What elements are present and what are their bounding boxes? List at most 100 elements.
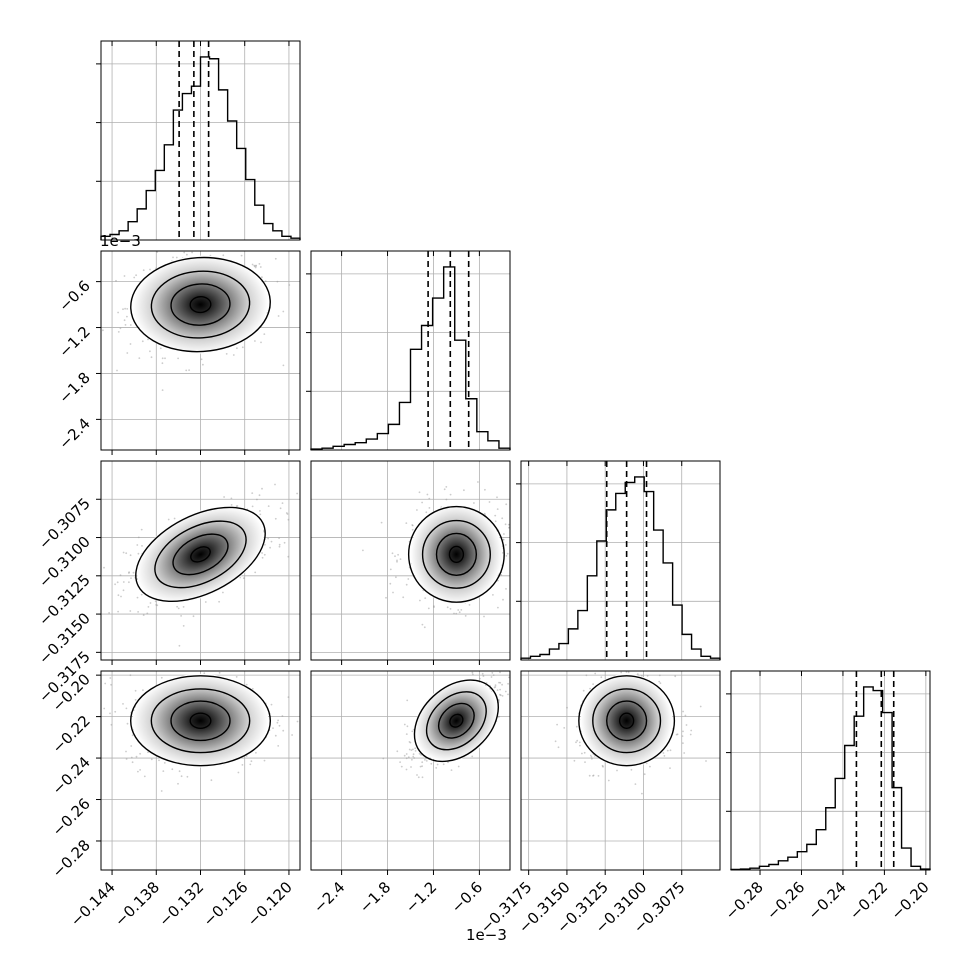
scatter-point (669, 749, 672, 752)
scatter-point (501, 517, 504, 520)
contour-core (190, 546, 211, 563)
scatter-point (681, 735, 684, 737)
scatter-point (421, 623, 424, 626)
scatter-point (185, 369, 188, 372)
scatter-point (468, 604, 471, 606)
scatter-point (116, 369, 118, 372)
scatter-point (235, 676, 238, 678)
scatter-panel-r2c1 (100, 250, 301, 451)
scatter-point (496, 496, 498, 499)
scatter-point (270, 540, 273, 543)
scatter-point (126, 315, 128, 318)
scatter-point (146, 612, 149, 615)
panel-frame (520, 670, 721, 871)
scatter-point (129, 554, 132, 557)
scatter-point (382, 757, 385, 760)
scatter-point (494, 514, 497, 517)
scatter-point (261, 556, 264, 559)
panel-frame (310, 250, 511, 451)
scatter-point (177, 357, 180, 360)
scatter-point (124, 307, 126, 310)
scatter-point (399, 558, 402, 560)
scatter-point (424, 759, 426, 761)
scatter-point (400, 765, 403, 768)
scatter-point (464, 615, 467, 617)
contour-core (448, 545, 465, 564)
diag-panel-1 (96, 40, 301, 241)
scatter-point (482, 675, 485, 677)
scatter-point (210, 779, 213, 782)
scatter-point (129, 674, 132, 677)
scatter-point (137, 536, 140, 539)
scatter-point (380, 521, 383, 524)
scatter-point (581, 752, 583, 755)
scatter-point (278, 543, 281, 546)
scatter-point (140, 528, 143, 531)
scatter-point (109, 677, 112, 679)
scatter-point (501, 683, 503, 686)
scatter-point (412, 748, 414, 751)
scatter-point (483, 512, 486, 515)
x-tick-label: −0.144 (67, 878, 119, 930)
scatter-point (155, 604, 158, 606)
scatter-point (134, 699, 137, 701)
scatter-point (225, 353, 228, 355)
scatter-point (117, 610, 119, 613)
x-tick-label: −0.28 (722, 878, 767, 923)
scatter-point (177, 607, 180, 610)
scatter-point (140, 593, 143, 596)
scatter-point (175, 256, 178, 259)
scatter-point (405, 757, 408, 760)
scatter-point (504, 690, 507, 693)
scatter-point (129, 324, 132, 326)
scatter-point (180, 775, 183, 778)
contour-inner (172, 533, 229, 576)
scatter-point (666, 749, 669, 752)
scatter-point (507, 682, 509, 685)
scatter-point (676, 733, 679, 736)
scatter-point (218, 671, 221, 674)
scatter-point (191, 251, 194, 254)
scatter-point (494, 520, 497, 523)
scatter-point (423, 626, 426, 629)
scatter-point (132, 571, 135, 574)
scatter-point (141, 545, 143, 547)
scatter-point (253, 264, 256, 267)
scatter-point (499, 671, 501, 674)
scatter-point (162, 770, 165, 772)
scatter-point (129, 610, 132, 612)
scatter-point (131, 734, 134, 737)
scatter-point (634, 783, 637, 785)
scatter-point (203, 672, 206, 675)
scatter-point (177, 782, 179, 785)
scatter-point (584, 761, 586, 763)
scatter-point (674, 675, 677, 678)
scatter-panel-r4c1 (100, 670, 301, 871)
contour-inner (435, 532, 478, 576)
scatter-point (172, 256, 174, 259)
scatter-point (663, 755, 666, 757)
scatter-point (200, 358, 203, 361)
scatter-point (607, 779, 610, 782)
scatter-point (473, 502, 475, 504)
scatter-point (410, 749, 413, 751)
scatter-point (410, 766, 412, 768)
scatter-point (114, 583, 116, 586)
scatter-point (232, 354, 235, 356)
scatter-point (104, 682, 107, 685)
scatter-point (588, 774, 591, 777)
scatter-point (222, 591, 224, 594)
scatter-point (223, 496, 226, 498)
contour-core (189, 712, 212, 729)
scatter-point (705, 760, 707, 762)
scatter-point (131, 761, 134, 764)
scatter-point (362, 549, 364, 552)
scatter-point (129, 343, 132, 345)
scatter-point (274, 734, 277, 737)
scatter-point (296, 492, 298, 495)
contour-inner (437, 702, 475, 739)
scatter-point (658, 674, 661, 677)
scatter-point (502, 538, 505, 541)
scatter-panel-r3c2 (310, 460, 511, 661)
scatter-point (405, 733, 408, 735)
